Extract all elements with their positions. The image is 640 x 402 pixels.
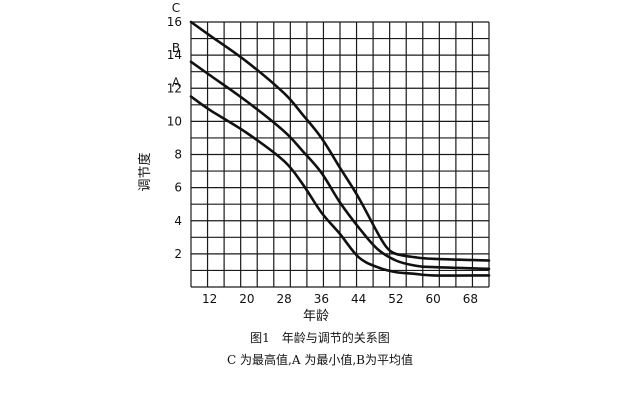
x-axis-title: 年龄 bbox=[303, 309, 329, 324]
curve-label-a: A bbox=[172, 76, 181, 90]
y-tick-label: 4 bbox=[174, 214, 182, 228]
x-tick-label: 12 bbox=[202, 292, 217, 306]
curve-a bbox=[189, 95, 491, 277]
x-tick-label: 52 bbox=[388, 292, 403, 306]
x-tick-label: 44 bbox=[351, 292, 366, 306]
x-tick-label: 36 bbox=[314, 292, 329, 306]
curve-labels: C B A bbox=[172, 1, 181, 90]
y-tick-label: 6 bbox=[174, 181, 182, 195]
x-tick-label: 20 bbox=[239, 292, 254, 306]
y-tick-label: 16 bbox=[167, 15, 182, 29]
x-tick-label: 60 bbox=[425, 292, 440, 306]
y-tick-label: 12 bbox=[167, 81, 182, 95]
curve-label-b: B bbox=[172, 41, 180, 55]
x-tick-label: 68 bbox=[463, 292, 478, 306]
y-tick-label: 2 bbox=[174, 247, 182, 261]
y-tick-label: 14 bbox=[167, 48, 182, 62]
curves bbox=[189, 20, 491, 277]
grid bbox=[190, 21, 490, 288]
y-axis-title: 调节度 bbox=[137, 152, 153, 191]
y-tick-label: 10 bbox=[167, 114, 182, 128]
curve-b bbox=[189, 60, 491, 271]
figure-caption: 图1 年龄与调节的关系图 bbox=[250, 331, 390, 345]
curve-c bbox=[189, 20, 491, 262]
figure-note: C 为最高值,A 为最小值,B为平均值 bbox=[227, 353, 413, 367]
x-tick-label: 28 bbox=[276, 292, 291, 306]
y-tick-label: 8 bbox=[174, 148, 182, 162]
curve-label-c: C bbox=[172, 1, 180, 15]
